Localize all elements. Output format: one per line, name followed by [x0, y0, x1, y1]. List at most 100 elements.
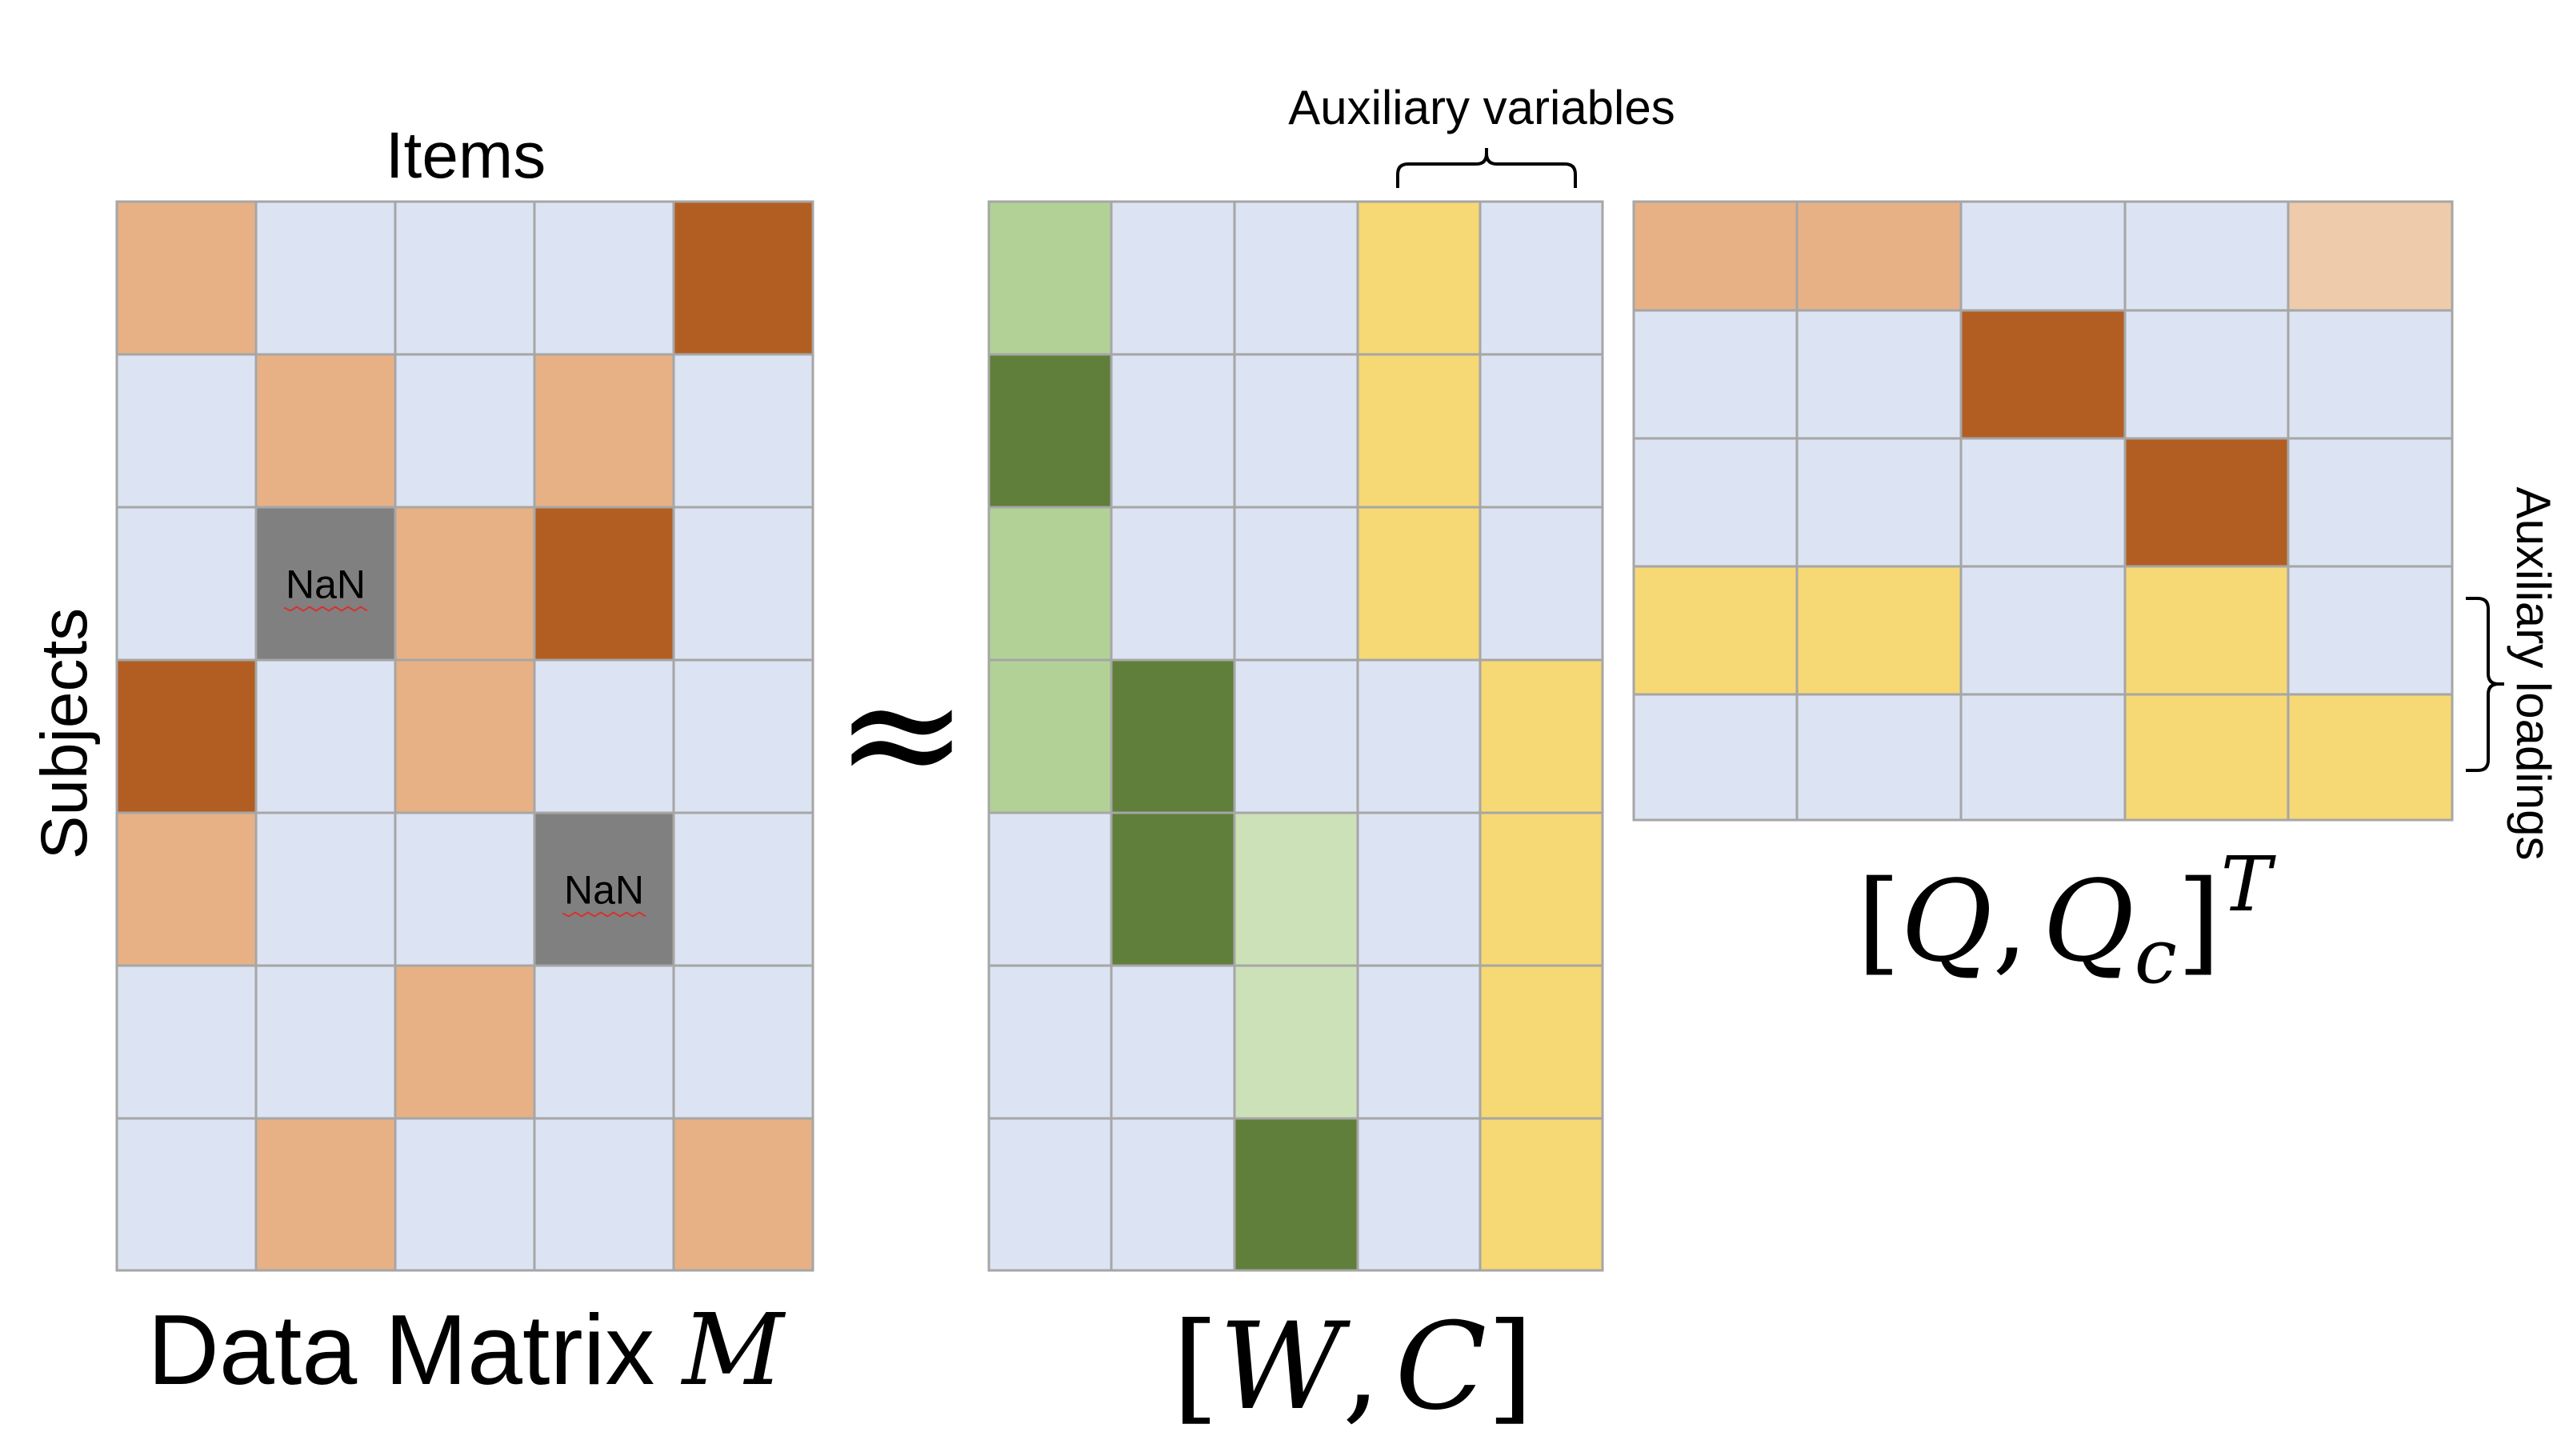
- qq-cell-r2-c4: [2123, 309, 2290, 440]
- wc-cell-r2-c1: [987, 353, 1113, 509]
- qq-cell-r2-c3: [1959, 309, 2127, 440]
- m-cell-r6-c1: [115, 964, 258, 1120]
- m-cell-r1-c5: [672, 200, 814, 356]
- m-cell-r7-c4: [533, 1117, 675, 1272]
- m-cell-r6-c5: [672, 964, 814, 1120]
- wc-cell-r1-c5: [1479, 200, 1604, 356]
- qq-cell-r1-c1: [1632, 200, 1799, 312]
- wc-cell-r5-c2: [1110, 811, 1236, 967]
- qq-cell-r5-c3: [1959, 693, 2127, 822]
- qq-cell-r2-c2: [1795, 309, 1963, 440]
- m-cell-r5-c1: [115, 811, 258, 967]
- wc-cell-r3-c4: [1356, 506, 1482, 662]
- wc-cell-r1-c2: [1110, 200, 1236, 356]
- qq-close-bracket: ]: [2177, 857, 2221, 987]
- wc-cell-r2-c5: [1479, 353, 1604, 509]
- qq-cell-r1-c2: [1795, 200, 1963, 312]
- nan-label: NaN: [564, 868, 644, 913]
- qq-cell-r2-c1: [1632, 309, 1799, 440]
- m-cell-r4-c2: [254, 658, 397, 814]
- items-label: Items: [386, 119, 546, 192]
- wc-cell-r4-c5: [1479, 658, 1604, 814]
- wc-cell-r5-c1: [987, 811, 1113, 967]
- auxiliary-variables-brace: [1396, 148, 1577, 188]
- qq-cell-r5-c1: [1632, 693, 1799, 822]
- wc-cell-r6-c5: [1479, 964, 1604, 1120]
- wc-open-bracket: [: [1172, 1298, 1219, 1437]
- wc-label: [W, C]: [1172, 1298, 1534, 1437]
- qq-cell-r3-c1: [1632, 437, 1799, 568]
- data-matrix-grid: NaN NaN: [115, 200, 814, 1272]
- qq-cell-r3-c4: [2123, 437, 2290, 568]
- m-cell-r6-c4: [533, 964, 675, 1120]
- wc-cell-r7-c3: [1233, 1117, 1359, 1272]
- qq-subscript: c: [2135, 913, 2177, 1001]
- qq-superscript: T: [2221, 841, 2277, 929]
- m-cell-r5-c5: [672, 811, 814, 967]
- spellcheck-underline: [562, 911, 646, 918]
- m-cell-r2-c4: [533, 353, 675, 509]
- approx-symbol: ≈: [834, 640, 969, 826]
- wc-cell-r2-c3: [1233, 353, 1359, 509]
- nan-label: NaN: [286, 562, 366, 607]
- auxiliary-variables-label: Auxiliary variables: [1288, 81, 1675, 134]
- m-cell-r6-c3: [394, 964, 536, 1120]
- m-cell-r4-c5: [672, 658, 814, 814]
- qq-cell-r4-c3: [1959, 565, 2127, 696]
- wc-cell-r6-c3: [1233, 964, 1359, 1120]
- wc-cell-r1-c3: [1233, 200, 1359, 356]
- m-cell-r2-c3: [394, 353, 536, 509]
- qq-transpose-matrix-grid: [1632, 200, 2454, 822]
- qq-cell-r4-c5: [2287, 565, 2454, 696]
- wc-comma: ,: [1343, 1298, 1381, 1437]
- wc-cell-r3-c5: [1479, 506, 1604, 662]
- wc-cell-r7-c4: [1356, 1117, 1482, 1272]
- m-cell-r1-c3: [394, 200, 536, 356]
- wc-cell-r4-c4: [1356, 658, 1482, 814]
- m-cell-r3-c2: [254, 506, 397, 662]
- qq-cell-r5-c2: [1795, 693, 1963, 822]
- auxiliary-loadings-brace: [2466, 597, 2504, 772]
- m-cell-r5-c4: [533, 811, 675, 967]
- m-cell-r3-c5: [672, 506, 814, 662]
- wc-cell-r5-c4: [1356, 811, 1482, 967]
- qq-cell-r1-c3: [1959, 200, 2127, 312]
- qq-cell-r2-c5: [2287, 309, 2454, 440]
- qq-cell-r4-c4: [2123, 565, 2290, 696]
- m-cell-r1-c2: [254, 200, 397, 356]
- wc-cell-r7-c5: [1479, 1117, 1604, 1272]
- qq-cell-r5-c4: [2123, 693, 2290, 822]
- spellcheck-underline: [283, 606, 368, 612]
- wc-cell-r2-c4: [1356, 353, 1482, 509]
- wc-cell-r4-c2: [1110, 658, 1236, 814]
- wc-cell-r1-c1: [987, 200, 1113, 356]
- m-cell-r7-c1: [115, 1117, 258, 1272]
- qq-cell-r3-c5: [2287, 437, 2454, 568]
- qq-cell-r4-c2: [1795, 565, 1963, 696]
- qq-q-symbol: Q: [1901, 857, 1993, 987]
- m-cell-r2-c1: [115, 353, 258, 509]
- wc-w-symbol: W: [1219, 1298, 1351, 1437]
- m-cell-r4-c4: [533, 658, 675, 814]
- m-cell-r1-c4: [533, 200, 675, 356]
- wc-cell-r4-c3: [1233, 658, 1359, 814]
- wc-cell-r3-c2: [1110, 506, 1236, 662]
- data-matrix-title: Data Matrix M: [147, 1293, 786, 1408]
- qq-cell-r5-c5: [2287, 693, 2454, 822]
- m-cell-r3-c3: [394, 506, 536, 662]
- wc-cell-r6-c2: [1110, 964, 1236, 1120]
- wc-cell-r5-c5: [1479, 811, 1604, 967]
- qq-open-bracket: [: [1857, 857, 1901, 987]
- wc-cell-r7-c2: [1110, 1117, 1236, 1272]
- qq-cell-r1-c4: [2123, 200, 2290, 312]
- qq-cell-r1-c5: [2287, 200, 2454, 312]
- qq-label: [Q, Qc]T: [1857, 841, 2277, 1001]
- m-cell-r4-c1: [115, 658, 258, 814]
- m-cell-r2-c2: [254, 353, 397, 509]
- wc-matrix-grid: [987, 200, 1604, 1272]
- m-cell-r7-c2: [254, 1117, 397, 1272]
- wc-cell-r4-c1: [987, 658, 1113, 814]
- m-cell-r7-c3: [394, 1117, 536, 1272]
- subjects-label: Subjects: [28, 608, 101, 860]
